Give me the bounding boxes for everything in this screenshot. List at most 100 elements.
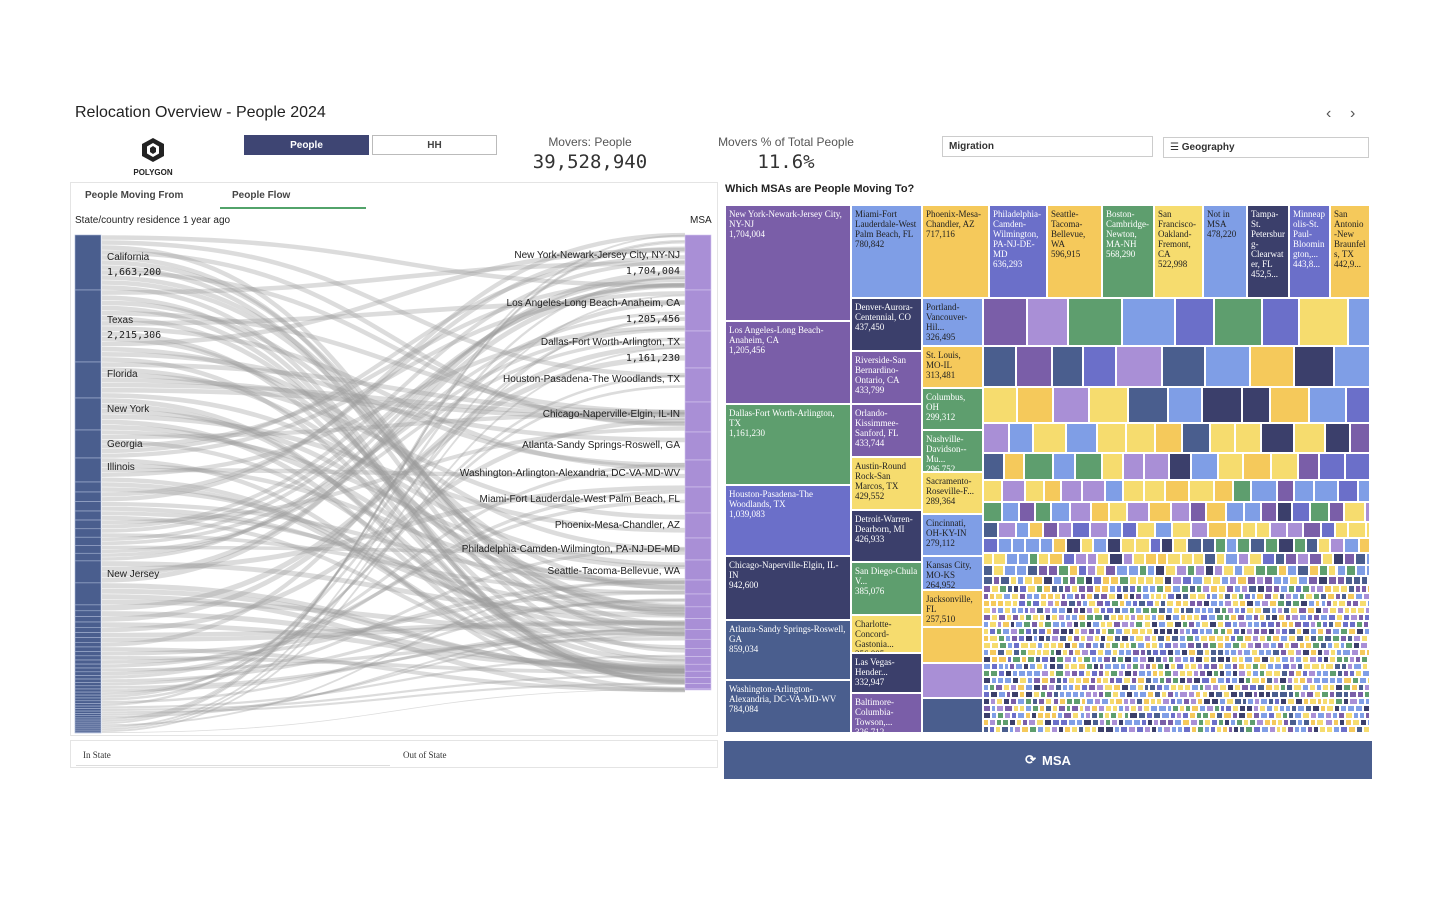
treemap-tile xyxy=(1027,648,1036,656)
treemap-tile xyxy=(1298,732,1307,735)
msa-button[interactable]: ⟳ MSA xyxy=(724,741,1372,779)
treemap-tile xyxy=(1131,648,1140,656)
tab[interactable]: People Moving From xyxy=(85,190,184,201)
treemap-tile xyxy=(996,620,1003,628)
treemap-tile xyxy=(1045,704,1053,712)
treemap-tile xyxy=(1121,634,1130,642)
treemap-tile xyxy=(1118,704,1125,712)
treemap-tile xyxy=(1100,620,1107,628)
next-sheet[interactable]: › xyxy=(1350,105,1356,122)
treemap-tile xyxy=(1265,683,1273,691)
source-node xyxy=(74,234,102,291)
treemap-tile xyxy=(1324,627,1333,635)
treemap-tile xyxy=(1009,662,1016,670)
treemap-tile xyxy=(1254,732,1262,735)
treemap-tile xyxy=(1320,599,1327,607)
treemap-tile xyxy=(1023,620,1032,628)
treemap-tile xyxy=(1356,627,1365,635)
source-node xyxy=(74,700,102,704)
treemap-tile xyxy=(1048,662,1057,670)
bottom-tab[interactable]: Out of State xyxy=(403,750,447,760)
tile-value: 332,947 xyxy=(855,677,885,687)
treemap-tile xyxy=(1135,592,1143,600)
treemap-tile xyxy=(1058,521,1073,539)
treemap-tile xyxy=(1140,718,1147,726)
tab[interactable]: People Flow xyxy=(232,190,291,201)
tile-value: 356,885 xyxy=(855,649,918,652)
treemap-tile xyxy=(1051,346,1084,388)
treemap-tile xyxy=(1325,422,1350,454)
toggle-button[interactable]: HH xyxy=(372,135,497,155)
treemap-tile xyxy=(1366,564,1370,576)
treemap-tile xyxy=(1178,627,1185,635)
treemap-tile xyxy=(988,718,997,726)
treemap-tile xyxy=(1065,538,1081,553)
flow xyxy=(101,656,686,675)
treemap-tile xyxy=(1181,655,1190,663)
treemap-tile xyxy=(1307,575,1319,585)
treemap-tile xyxy=(1063,669,1072,677)
treemap-tile xyxy=(1314,599,1321,607)
treemap-tile xyxy=(1319,725,1327,733)
treemap-tile xyxy=(1136,575,1146,585)
treemap-tile xyxy=(1157,552,1167,565)
treemap-tile xyxy=(1124,641,1131,649)
treemap-tile xyxy=(983,564,994,576)
treemap-tile xyxy=(1123,613,1130,621)
toggle-button[interactable]: People xyxy=(244,135,369,155)
treemap-tile xyxy=(1282,711,1289,719)
treemap-tile xyxy=(1308,683,1316,691)
treemap-tile xyxy=(1036,606,1045,614)
treemap-tile xyxy=(1017,552,1029,565)
treemap-tile xyxy=(1244,690,1253,698)
treemap-tile xyxy=(1133,690,1139,698)
treemap-tile xyxy=(1159,599,1167,607)
flow xyxy=(101,374,686,701)
treemap-tile xyxy=(1043,479,1062,503)
treemap-tile xyxy=(1290,606,1299,614)
flow xyxy=(101,283,686,578)
treemap-tile xyxy=(1120,725,1129,733)
filter-pane[interactable]: ☰ Geography xyxy=(1163,137,1369,158)
treemap-tile xyxy=(1286,683,1294,691)
treemap-tile xyxy=(1329,502,1345,522)
treemap-tile xyxy=(1245,669,1253,677)
treemap-tile xyxy=(1230,592,1238,600)
treemap-tile xyxy=(1155,732,1164,735)
treemap-tile xyxy=(1173,718,1182,726)
treemap-tile xyxy=(1179,669,1187,677)
treemap-tile xyxy=(1204,627,1213,635)
treemap-tile xyxy=(1091,620,1101,628)
source-node xyxy=(74,552,102,562)
treemap-tile xyxy=(1165,564,1176,576)
treemap-tile xyxy=(1122,697,1129,705)
treemap-tile xyxy=(1345,641,1353,649)
treemap-tile xyxy=(1240,584,1249,593)
flow xyxy=(101,411,686,440)
treemap-tile xyxy=(1126,502,1149,522)
treemap-tile xyxy=(1053,538,1066,553)
treemap-tile xyxy=(983,697,991,705)
treemap-tile xyxy=(1268,725,1276,733)
treemap-tile xyxy=(1123,655,1132,663)
treemap-tile xyxy=(1326,641,1333,649)
treemap-tile xyxy=(1357,606,1365,614)
treemap-tile xyxy=(1366,552,1370,565)
treemap-tile xyxy=(1147,690,1154,698)
treemap-tile xyxy=(1364,613,1370,621)
target-node xyxy=(684,289,712,332)
source-value: 1,663,200 xyxy=(107,267,162,278)
treemap-tile: Tampa-St. Petersburg-Clearwater, FL 452,5… xyxy=(1247,205,1289,298)
treemap-tile xyxy=(1364,697,1370,705)
bottom-tab[interactable]: In State xyxy=(83,750,111,760)
flow xyxy=(101,682,686,714)
treemap-tile xyxy=(1264,575,1273,585)
treemap-tile xyxy=(1266,620,1276,628)
treemap-tile xyxy=(1260,627,1268,635)
treemap-tile xyxy=(1151,662,1157,670)
filter-pane[interactable]: Migration xyxy=(942,136,1153,157)
prev-sheet[interactable]: ‹ xyxy=(1326,105,1332,122)
treemap-tile xyxy=(1229,690,1239,698)
treemap-tile xyxy=(1291,592,1300,600)
treemap-tile xyxy=(1284,641,1291,649)
